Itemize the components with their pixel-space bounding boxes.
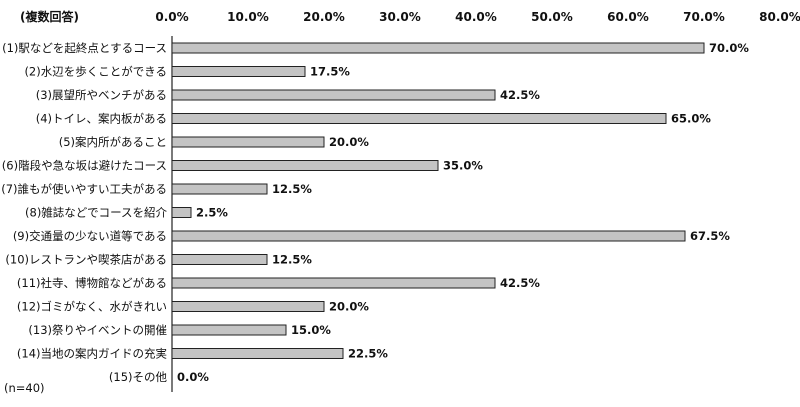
data-label: 12.5% xyxy=(272,253,312,267)
category-label: (2)水辺を歩くことができる xyxy=(24,65,167,79)
category-label: (10)レストランや喫茶店がある xyxy=(5,253,167,267)
category-label: (13)祭りやイベントの開催 xyxy=(28,323,167,337)
x-axis: 0.0% 10.0% 20.0% 30.0% 40.0% 50.0% 60.0% 70.0% 8… xyxy=(155,10,800,392)
data-label: 20.0% xyxy=(329,135,369,149)
category-label: (15)その他 xyxy=(109,370,168,384)
x-tick-label: 20.0% xyxy=(303,10,345,24)
data-label: 42.5% xyxy=(500,88,540,102)
data-label: 15.0% xyxy=(291,323,331,337)
x-tick-label: 40.0% xyxy=(455,10,497,24)
data-label: 12.5% xyxy=(272,182,312,196)
category-label: (3)展望所やベンチがある xyxy=(36,88,167,102)
x-tick-label: 70.0% xyxy=(683,10,725,24)
bar xyxy=(171,324,287,336)
bar xyxy=(171,136,325,148)
bar xyxy=(171,207,192,218)
x-tick-label: 0.0% xyxy=(155,10,188,24)
x-tick-label: 30.0% xyxy=(379,10,421,24)
bar xyxy=(171,277,496,289)
bar xyxy=(171,89,496,101)
bar xyxy=(171,254,268,265)
category-label: (6)階段や急な坂は避けたコース xyxy=(2,159,167,173)
data-label: 22.5% xyxy=(348,347,388,361)
data-label: 35.0% xyxy=(443,159,483,173)
category-label: (8)雑誌などでコースを紹介 xyxy=(25,206,167,220)
bar xyxy=(171,113,667,124)
bar xyxy=(171,230,686,242)
header-label: (複数回答) xyxy=(20,9,79,24)
bar xyxy=(171,183,268,195)
category-label: (9)交通量の少ない道等である xyxy=(13,229,167,243)
category-label: (4)トイレ、案内板がある xyxy=(36,112,167,126)
x-tick-label: 60.0% xyxy=(607,10,649,24)
bar xyxy=(171,348,344,359)
category-label: (11)社寺、博物館などがある xyxy=(17,276,167,290)
data-label: 0.0% xyxy=(177,370,209,384)
x-tick-label: 10.0% xyxy=(227,10,269,24)
category-label: (14)当地の案内ガイドの充実 xyxy=(17,347,167,361)
x-tick-label: 80.0% xyxy=(759,10,800,24)
data-label: 70.0% xyxy=(709,41,749,55)
category-label: (7)誰もが使いやすい工夫がある xyxy=(1,182,167,196)
data-label: 65.0% xyxy=(671,112,711,126)
data-label: 42.5% xyxy=(500,276,540,290)
bar xyxy=(171,160,439,171)
bar xyxy=(171,42,705,54)
data-label: 17.5% xyxy=(310,65,350,79)
sample-size-note: (n=40) xyxy=(4,381,45,395)
category-label: (1)駅などを起終点とするコース xyxy=(2,41,167,55)
bar xyxy=(171,301,325,312)
category-label: (12)ゴミがなく、水がきれい xyxy=(17,300,167,314)
data-label: 2.5% xyxy=(196,206,228,220)
data-label: 20.0% xyxy=(329,300,369,314)
bar xyxy=(171,66,306,77)
category-label: (5)案内所があること xyxy=(59,135,167,149)
x-tick-label: 50.0% xyxy=(531,10,573,24)
bar-series: (1)駅などを起終点とするコース 70.0% (2)水辺を歩くことができる 17.5%… xyxy=(1,41,749,384)
data-label: 67.5% xyxy=(690,229,730,243)
